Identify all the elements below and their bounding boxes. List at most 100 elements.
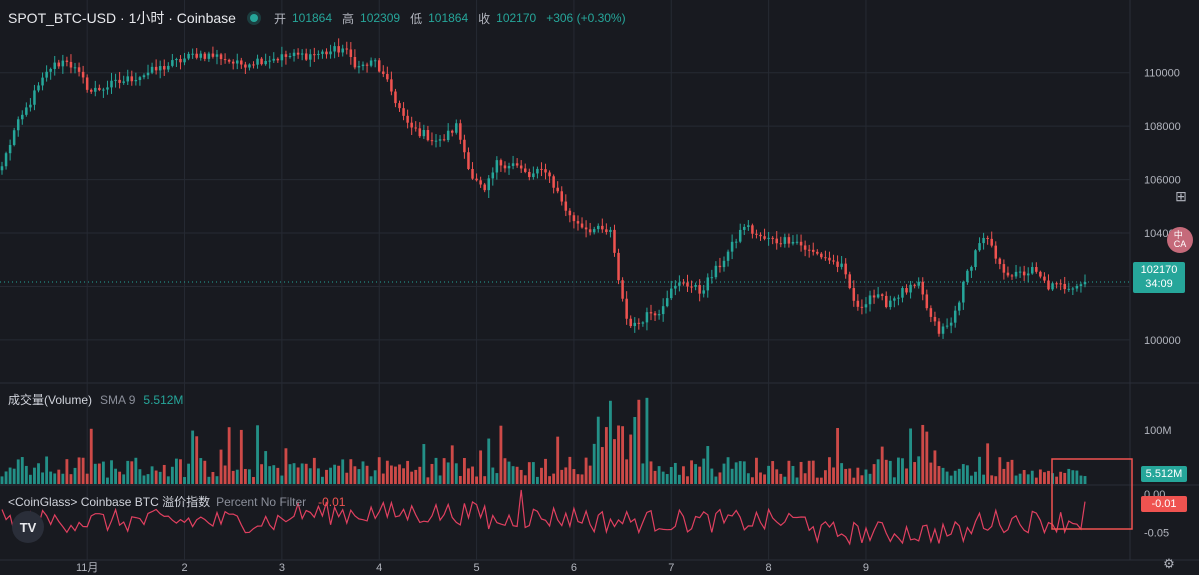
candle-body bbox=[467, 152, 470, 169]
candle-body bbox=[309, 54, 312, 60]
candle-body bbox=[361, 64, 365, 67]
volume-bar bbox=[929, 462, 933, 484]
volume-bar bbox=[308, 468, 312, 484]
candle-body bbox=[317, 53, 320, 55]
candle-body bbox=[617, 252, 620, 281]
volume-bar bbox=[1075, 470, 1079, 484]
change-value: +306 (+0.30%) bbox=[546, 11, 626, 25]
candle-body bbox=[925, 294, 929, 309]
volume-bar bbox=[1026, 474, 1030, 484]
candle-body bbox=[414, 127, 417, 129]
tradingview-logo-icon[interactable]: TV bbox=[12, 511, 44, 543]
volume-bar bbox=[89, 428, 93, 484]
settings-gear-icon[interactable]: ⚙ bbox=[1163, 556, 1175, 571]
candle-body bbox=[974, 250, 977, 268]
bar-countdown: 34:09 bbox=[1145, 278, 1173, 290]
candle-body bbox=[4, 153, 8, 167]
candle-body bbox=[714, 265, 718, 278]
volume-bar bbox=[162, 464, 166, 484]
volume-bar bbox=[377, 457, 381, 484]
candle-body bbox=[986, 237, 989, 239]
volume-bar bbox=[621, 426, 625, 484]
volume-bar bbox=[892, 477, 896, 484]
candle-body bbox=[422, 130, 426, 137]
candle-body bbox=[463, 139, 466, 153]
translate-avatar-icon[interactable]: 中 CA bbox=[1167, 227, 1193, 253]
volume-bar bbox=[568, 456, 572, 484]
candle-body bbox=[990, 238, 993, 246]
candle-body bbox=[649, 312, 653, 314]
candle-body bbox=[81, 71, 85, 78]
volume-bar bbox=[588, 465, 592, 484]
candle-body bbox=[576, 221, 580, 224]
candle-body bbox=[767, 237, 770, 239]
volume-bar bbox=[1067, 468, 1071, 484]
candle-body bbox=[61, 60, 65, 67]
candle-body bbox=[1031, 267, 1034, 274]
candle-body bbox=[94, 87, 97, 92]
volume-bar bbox=[933, 450, 937, 484]
candle-body bbox=[953, 310, 957, 323]
volume-header[interactable]: 成交量(Volume) SMA 9 5.512M bbox=[8, 391, 183, 408]
volume-bar bbox=[438, 475, 442, 484]
candle-body bbox=[183, 58, 186, 63]
candle-body bbox=[1075, 286, 1079, 289]
volume-bar bbox=[357, 469, 361, 484]
high-value: 102309 bbox=[360, 11, 401, 25]
candle-body bbox=[856, 300, 860, 307]
volume-bar bbox=[333, 464, 337, 484]
volume-tick-label: 100M bbox=[1144, 425, 1172, 437]
volume-bar bbox=[673, 462, 677, 484]
volume-bar bbox=[211, 472, 215, 484]
volume-bar bbox=[1071, 470, 1075, 484]
candle-body bbox=[49, 68, 52, 72]
candle-body bbox=[929, 308, 933, 317]
volume-bar bbox=[248, 469, 251, 484]
candle-body bbox=[670, 288, 673, 299]
volume-bar bbox=[418, 466, 422, 484]
volume-bar bbox=[337, 465, 341, 484]
candle-body bbox=[880, 294, 884, 296]
candle-body bbox=[933, 316, 937, 322]
candle-body bbox=[682, 282, 685, 284]
candle-body bbox=[706, 277, 710, 291]
candle-body bbox=[268, 60, 271, 62]
volume-bar bbox=[1055, 476, 1059, 484]
candle-body bbox=[300, 53, 304, 55]
candle-body bbox=[455, 123, 458, 133]
volume-bar bbox=[256, 425, 259, 484]
candle-body bbox=[106, 87, 109, 90]
candle-body bbox=[272, 58, 276, 61]
candle-body bbox=[365, 64, 369, 66]
candle-body bbox=[223, 59, 227, 61]
indicator-header[interactable]: <CoinGlass> Coinbase BTC 溢价指数 Percent No… bbox=[8, 493, 345, 510]
x-tick-label: 11月 bbox=[76, 562, 98, 574]
volume-bar bbox=[677, 474, 681, 484]
volume-bar bbox=[617, 425, 620, 484]
volume-bar bbox=[742, 461, 746, 484]
candle-body bbox=[1059, 283, 1062, 285]
overlay bbox=[1051, 458, 1133, 530]
candle-body bbox=[552, 176, 555, 188]
candle-body bbox=[738, 229, 742, 242]
volume-bar bbox=[341, 459, 345, 484]
volume-bar bbox=[653, 470, 657, 484]
volume-bar bbox=[633, 417, 637, 484]
candle-body bbox=[369, 60, 373, 66]
candle-body bbox=[564, 201, 568, 211]
volume-bar bbox=[661, 471, 665, 484]
object-tree-icon[interactable]: ⊞ bbox=[1175, 188, 1187, 204]
candle-body bbox=[313, 54, 316, 56]
candle-body bbox=[240, 60, 243, 65]
candle-body bbox=[394, 91, 397, 104]
symbol-title[interactable]: SPOT_BTC-USD · 1小时 · Coinbase bbox=[8, 10, 236, 26]
candle-body bbox=[901, 288, 904, 298]
candle-body bbox=[430, 140, 434, 142]
candle-body bbox=[446, 130, 450, 141]
volume-bar bbox=[771, 461, 775, 484]
candle-body bbox=[889, 300, 892, 308]
low-label: 低 bbox=[410, 11, 423, 26]
volume-bar bbox=[1059, 471, 1063, 484]
volume-bar bbox=[45, 456, 49, 484]
